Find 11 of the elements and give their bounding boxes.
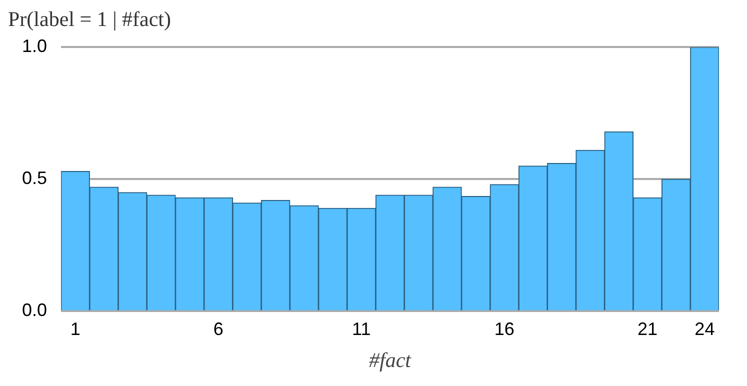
x-tick-label: 16 [494,318,514,339]
chart-title: Pr(label = 1 | #fact) [8,7,171,32]
y-tick-label: 0.0 [22,300,48,320]
x-tick-label: 1 [70,318,80,339]
y-tick-label: 0.5 [22,168,48,188]
x-tick-label: 11 [352,318,371,339]
x-tick-label: 6 [213,318,224,339]
x-tick-label: 21 [637,318,658,339]
x-axis-title: #fact [369,348,412,372]
x-tick-label: 24 [694,318,715,339]
y-tick-label: 1.0 [22,36,48,56]
